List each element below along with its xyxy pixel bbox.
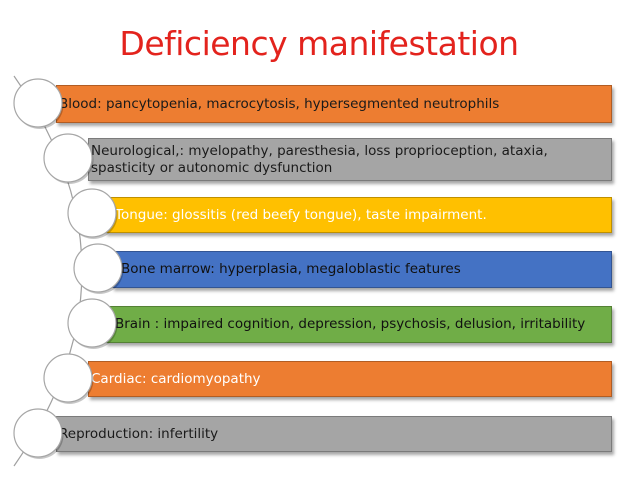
item-label: Brain : impaired cognition, depression, …	[115, 316, 586, 332]
slide-title: Deficiency manifestation	[119, 24, 519, 63]
item-label: Cardiac: cardiomyopathy	[91, 370, 261, 387]
item-bar: Bone marrow: hyperplasia, megaloblastic …	[112, 251, 612, 288]
item-bullet	[67, 188, 117, 238]
item-bullet	[67, 298, 117, 348]
item-bar: Tongue: glossitis (red beefy tongue), ta…	[105, 197, 612, 233]
item-label: Neurological,: myelopathy, paresthesia, …	[91, 142, 548, 176]
item-bullet	[43, 133, 93, 183]
item-label: Tongue: glossitis (red beefy tongue), ta…	[115, 206, 487, 223]
item-label: Blood: pancytopenia, macrocytosis, hyper…	[59, 95, 500, 112]
item-bar: Neurological,: myelopathy, paresthesia, …	[88, 138, 612, 181]
item-bar: Blood: pancytopenia, macrocytosis, hyper…	[56, 85, 612, 123]
item-bullet	[13, 408, 63, 458]
item-bullet	[43, 353, 93, 403]
item-bullet	[13, 78, 63, 128]
item-label: Bone marrow: hyperplasia, megaloblastic …	[121, 261, 461, 277]
item-label: Reproduction: infertility	[59, 425, 219, 442]
item-bar: Brain : impaired cognition, depression, …	[105, 306, 612, 343]
item-bar: Reproduction: infertility	[56, 416, 612, 452]
item-bullet	[73, 243, 123, 293]
